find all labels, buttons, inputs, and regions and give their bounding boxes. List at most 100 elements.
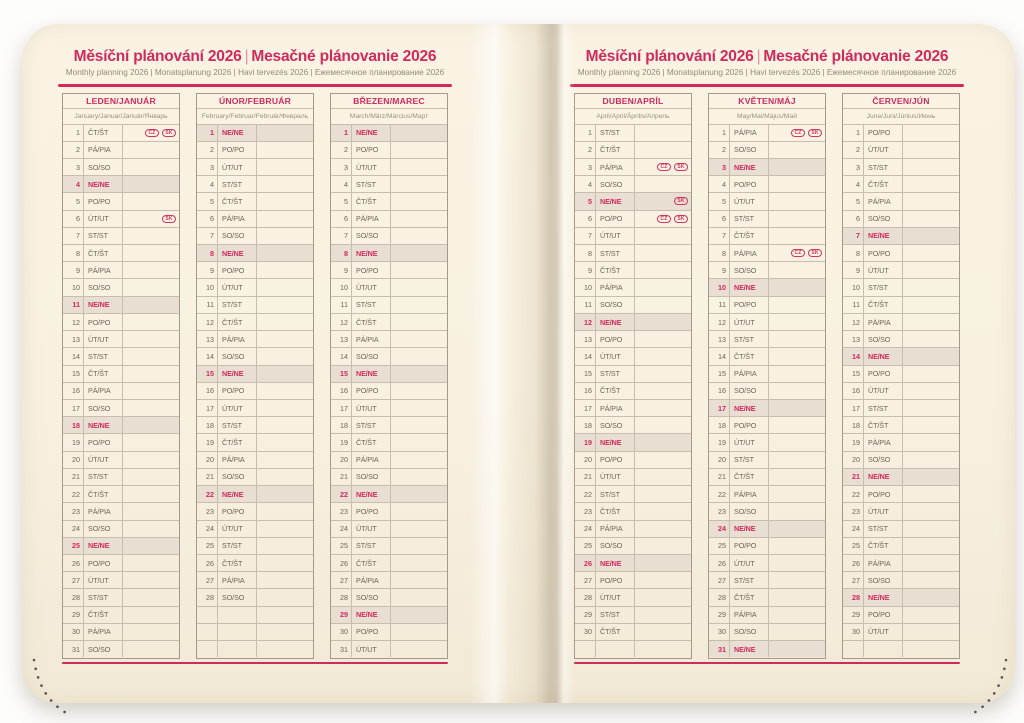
month-table: ČERVEN/JÚN June/Juni/Június/Июнь 1 PO/PO 2 ÚT… [842, 92, 960, 659]
notes-cell [123, 331, 179, 347]
day-name-cell: SO/SO [864, 451, 903, 468]
sunday-row: 19 NE/NE [575, 434, 691, 452]
day-name-cell: ST/ST [218, 176, 257, 193]
notes-cell [635, 228, 691, 244]
notes-cell [123, 607, 179, 623]
notes-cell [769, 624, 825, 640]
day-name-cell: PO/PO [730, 537, 769, 554]
notes-cell [391, 538, 447, 554]
day-row: 1 ST/ST [575, 124, 691, 142]
day-row: 19 ČT/ŠT [197, 434, 313, 452]
day-row: 23 ČT/ŠT [575, 503, 691, 521]
notes-cell [257, 607, 313, 623]
day-row: 26 ČT/ŠT [197, 554, 313, 573]
day-row: 4 ST/ST [197, 176, 313, 194]
notes-cell [123, 193, 179, 209]
day-number-cell: 25 [575, 537, 596, 554]
day-name-cell: SO/SO [596, 537, 635, 554]
notes-cell [257, 125, 313, 141]
day-row: 17 ÚT/UT [331, 400, 447, 418]
day-row: 1 PÁ/PIA CZ SK [709, 124, 825, 142]
day-name-cell: ČT/ŠT [730, 227, 769, 245]
sunday-row: 15 NE/NE [331, 365, 447, 383]
notes-cell [769, 279, 825, 295]
notes-cell [903, 279, 959, 295]
day-row [197, 606, 313, 624]
day-number-cell: 5 [709, 193, 730, 210]
day-number-cell: 2 [331, 141, 352, 158]
day-number-cell: 15 [709, 365, 730, 382]
notes-cell [391, 469, 447, 485]
day-number-cell: 1 [575, 124, 596, 141]
page-title: Měsíční plánování 2026 | Mesačné plánovani… [574, 48, 960, 65]
notes-cell [903, 125, 959, 141]
month-name: DUBEN/APRÍL [575, 94, 691, 109]
day-row: 19 ÚT/UT [709, 434, 825, 452]
day-number-cell [197, 606, 218, 623]
notes-cell [769, 297, 825, 313]
notes-cell [769, 176, 825, 192]
day-name-cell: PO/PO [352, 262, 391, 279]
notes-cell: CZ SK [769, 245, 825, 261]
page-title-slovak: Mesačné plánovanie 2026 [763, 48, 949, 65]
day-name-cell: PO/PO [218, 503, 257, 520]
day-number-cell: 7 [197, 227, 218, 245]
day-number-cell: 12 [843, 313, 864, 331]
day-number-cell: 2 [575, 141, 596, 158]
notes-cell [123, 572, 179, 588]
holiday-badge-cz: CZ [657, 214, 671, 223]
day-name-cell: PO/PO [352, 623, 391, 641]
notes-cell [635, 538, 691, 554]
day-number-cell: 14 [709, 348, 730, 365]
notes-cell [391, 159, 447, 175]
day-row: 29 ST/ST [575, 606, 691, 624]
notes-cell [769, 142, 825, 158]
notes-cell [769, 641, 825, 657]
notes-cell [769, 589, 825, 605]
day-name-cell: ST/ST [352, 537, 391, 554]
month-subtitle: April/April/Április/Апрель [575, 109, 691, 125]
day-number-cell: 22 [331, 486, 352, 503]
notes-cell [123, 279, 179, 295]
right-month-tables: DUBEN/APRÍL April/April/Április/Апрель 1 ST… [574, 92, 960, 659]
diary-spread: Měsíční plánování 2026 | Mesačné plánovani… [22, 24, 1015, 703]
day-number-cell: 20 [331, 451, 352, 468]
day-row: 4 SO/SO [575, 176, 691, 194]
day-name-cell: ČT/ŠT [218, 554, 257, 572]
day-name-cell: PÁ/PIA [218, 210, 257, 227]
notes-cell [257, 555, 313, 571]
day-name-cell: ST/ST [84, 227, 123, 245]
day-row: 10 ÚT/UT [331, 279, 447, 297]
day-name-cell: PÁ/PIA [84, 262, 123, 279]
day-name-cell: PO/PO [864, 486, 903, 503]
day-name-cell: PO/PO [352, 141, 391, 158]
month-rows: 1 PÁ/PIA CZ SK 2 SO/SO 3 NE/NE 4 PO/PO 5 ÚT/UT 6 ST/S… [709, 124, 825, 658]
day-name-cell: ČT/ŠT [730, 589, 769, 606]
day-row: 19 PO/PO [63, 434, 179, 452]
notes-cell [123, 245, 179, 261]
day-name-cell [218, 641, 257, 658]
day-number-cell: 6 [843, 210, 864, 227]
day-name-cell: ÚT/UT [596, 589, 635, 606]
day-row [197, 641, 313, 658]
day-name-cell: ÚT/UT [352, 520, 391, 537]
notes-cell [903, 486, 959, 502]
notes-cell [635, 607, 691, 623]
day-number-cell: 10 [709, 279, 730, 296]
day-name-cell: PÁ/PIA [218, 451, 257, 468]
day-number-cell: 6 [575, 210, 596, 227]
page-title-czech: Měsíční plánování 2026 [73, 48, 242, 65]
day-row: 7 SO/SO [197, 227, 313, 246]
notes-cell [635, 331, 691, 347]
day-name-cell: PÁ/PIA [730, 486, 769, 503]
day-name-cell: ČT/ŠT [84, 606, 123, 623]
day-number-cell: 12 [575, 313, 596, 331]
day-number-cell: 6 [63, 210, 84, 227]
day-name-cell: ČT/ŠT [352, 554, 391, 572]
day-row: 13 PÁ/PIA [331, 331, 447, 349]
day-number-cell: 15 [331, 365, 352, 382]
title-divider: | [756, 48, 761, 65]
day-number-cell: 17 [709, 400, 730, 417]
notes-cell [635, 262, 691, 278]
day-row: 5 ÚT/UT [709, 193, 825, 211]
